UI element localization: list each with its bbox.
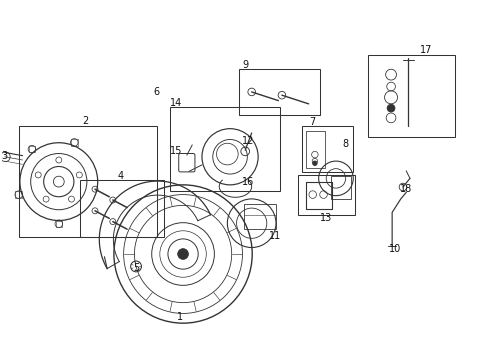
Bar [243,204,275,229]
Bar [29,146,35,152]
Text: 2: 2 [82,116,89,126]
Bar [367,55,454,137]
Text: 14: 14 [169,98,182,108]
Text: 10: 10 [388,244,401,253]
Text: 5: 5 [133,263,139,273]
Text: 12: 12 [241,136,254,145]
Bar [330,176,350,199]
Text: 17: 17 [419,45,431,55]
Bar [20,126,157,237]
Text: 16: 16 [241,177,253,186]
Text: 13: 13 [320,213,332,223]
Text: 1: 1 [177,312,183,322]
Text: 7: 7 [309,117,315,127]
Circle shape [312,161,316,165]
Bar [80,180,164,237]
Text: 4: 4 [118,171,124,181]
Bar [169,107,280,191]
Bar [71,139,78,146]
Bar [298,175,354,215]
Bar [305,131,324,167]
Bar [56,221,62,227]
Bar [238,69,319,115]
Bar [16,192,22,198]
Text: 15: 15 [169,147,182,156]
Text: 9: 9 [242,60,248,70]
Circle shape [386,104,394,112]
Text: 18: 18 [399,184,411,194]
Text: 3: 3 [1,151,7,161]
Text: 11: 11 [268,231,281,240]
Text: 8: 8 [342,139,347,149]
Circle shape [177,249,188,260]
Bar [301,126,352,172]
Text: 6: 6 [153,87,159,97]
